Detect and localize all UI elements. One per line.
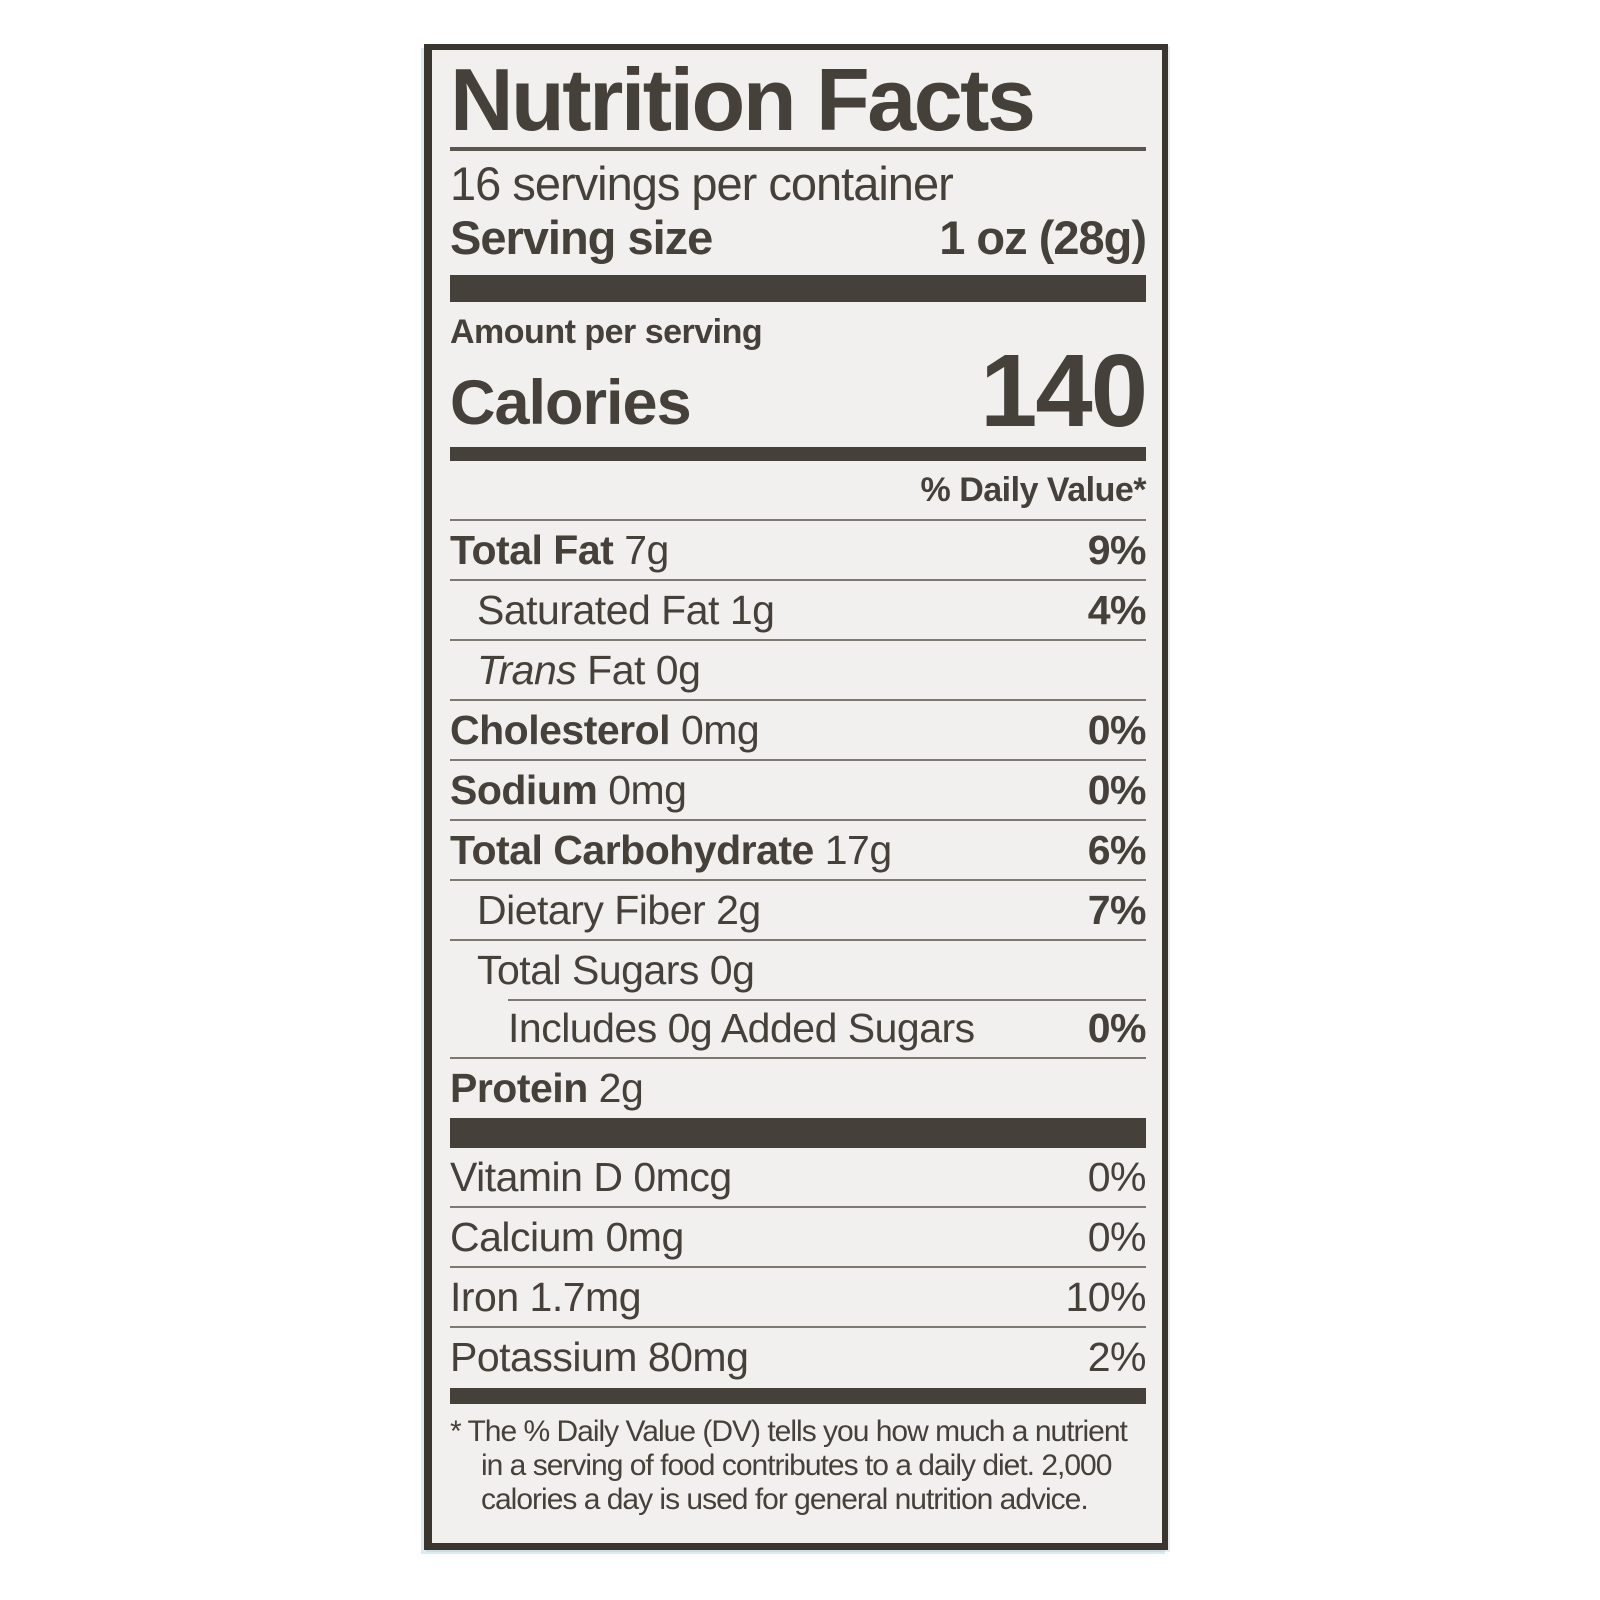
nutrient-row-protein: Protein 2g — [450, 1057, 1146, 1117]
nutrient-row-total-fat: Total Fat 7g 9% — [450, 518, 1147, 579]
nutrient-name-amount: Iron 1.7mg — [450, 1274, 642, 1321]
nutrient-name-amount: Cholesterol 0mg — [450, 706, 760, 753]
thick-divider-middle — [450, 1118, 1146, 1149]
daily-value-percent: 2% — [1087, 1334, 1147, 1381]
nutrient-rows: Total Fat 7g 9% Saturated Fat 1g 4% Trans Fa… — [450, 518, 1147, 1117]
nutrient-name-amount: Includes 0g Added Sugars — [508, 1005, 975, 1052]
daily-value-percent: 4% — [1087, 586, 1147, 633]
daily-value-percent: 10% — [1065, 1274, 1146, 1321]
nutrient-name-amount: Calcium 0mg — [450, 1214, 684, 1261]
micro-row-iron: Iron 1.7mg 10% — [450, 1266, 1146, 1326]
medium-divider-calories — [450, 446, 1146, 461]
nutrient-row-trans-fat: Trans Fat 0g — [450, 638, 1146, 699]
daily-value-percent: 0% — [1087, 706, 1147, 753]
nutrient-name-amount: Total Fat 7g — [450, 526, 669, 573]
serving-size-row: Serving size 1 oz (28g) — [450, 211, 1147, 265]
daily-value-percent: 0% — [1087, 1214, 1147, 1261]
thick-divider-top — [450, 274, 1146, 302]
nutrient-name-amount: Dietary Fiber 2g — [477, 887, 761, 933]
daily-value-percent: 0% — [1087, 1005, 1147, 1052]
nutrient-row-saturated-fat: Saturated Fat 1g 4% — [450, 578, 1147, 639]
micronutrient-rows: Vitamin D 0mcg 0% Calcium 0mg 0% Iron 1.7mg 1… — [450, 1148, 1147, 1386]
nutrient-row-total-sugars: Total Sugars 0g — [450, 939, 1146, 999]
serving-size-value: 1 oz (28g) — [939, 211, 1147, 265]
daily-value-percent: 0% — [1087, 766, 1147, 813]
nutrient-row-dietary-fiber: Dietary Fiber 2g 7% — [450, 879, 1147, 939]
nutrient-name-amount: Total Carbohydrate 17g — [450, 826, 892, 873]
daily-value-header: % Daily Value* — [920, 470, 1147, 509]
daily-value-percent: 0% — [1087, 1154, 1147, 1201]
title-divider — [450, 146, 1146, 151]
nutrition-facts-label: Nutrition Facts 16 servings per containe… — [424, 44, 1168, 1550]
nutrient-name-amount: Potassium 80mg — [450, 1334, 749, 1381]
serving-size-label: Serving size — [450, 211, 713, 265]
daily-value-footnote: * The % Daily Value (DV) tells you how m… — [450, 1415, 1128, 1517]
nutrient-row-total-carbohydrate: Total Carbohydrate 17g 6% — [450, 818, 1147, 879]
nutrient-row-cholesterol: Cholesterol 0mg 0% — [450, 698, 1147, 759]
servings-per-container: 16 servings per container — [450, 156, 954, 210]
nutrient-name-amount: Trans Fat 0g — [477, 646, 701, 693]
micro-row-potassium: Potassium 80mg 2% — [450, 1326, 1147, 1386]
nutrient-name-amount: Saturated Fat 1g — [477, 586, 775, 633]
micro-row-vitamin-d: Vitamin D 0mcg 0% — [450, 1148, 1147, 1206]
daily-value-percent: 6% — [1087, 826, 1147, 873]
nutrient-row-sodium: Sodium 0mg 0% — [450, 758, 1147, 819]
daily-value-percent: 7% — [1087, 887, 1147, 933]
nutrient-name-amount: Protein 2g — [450, 1065, 644, 1112]
nutrient-name-amount: Vitamin D 0mcg — [450, 1154, 732, 1201]
calories-label: Calories — [450, 368, 692, 439]
calories-row: Calories 140 — [450, 332, 1148, 448]
calories-value: 140 — [980, 332, 1148, 448]
nutrient-row-includes-0g-added-sugars: Includes 0g Added Sugars 0% — [450, 999, 1147, 1057]
nutrient-name-amount: Sodium 0mg — [450, 766, 687, 813]
medium-divider-bottom — [450, 1388, 1146, 1405]
nutrient-name-amount: Total Sugars 0g — [477, 947, 755, 994]
micro-row-calcium: Calcium 0mg 0% — [450, 1206, 1147, 1266]
label-title: Nutrition Facts — [450, 50, 1036, 149]
amount-per-serving-label: Amount per serving — [450, 312, 763, 351]
daily-value-percent: 9% — [1087, 526, 1147, 573]
